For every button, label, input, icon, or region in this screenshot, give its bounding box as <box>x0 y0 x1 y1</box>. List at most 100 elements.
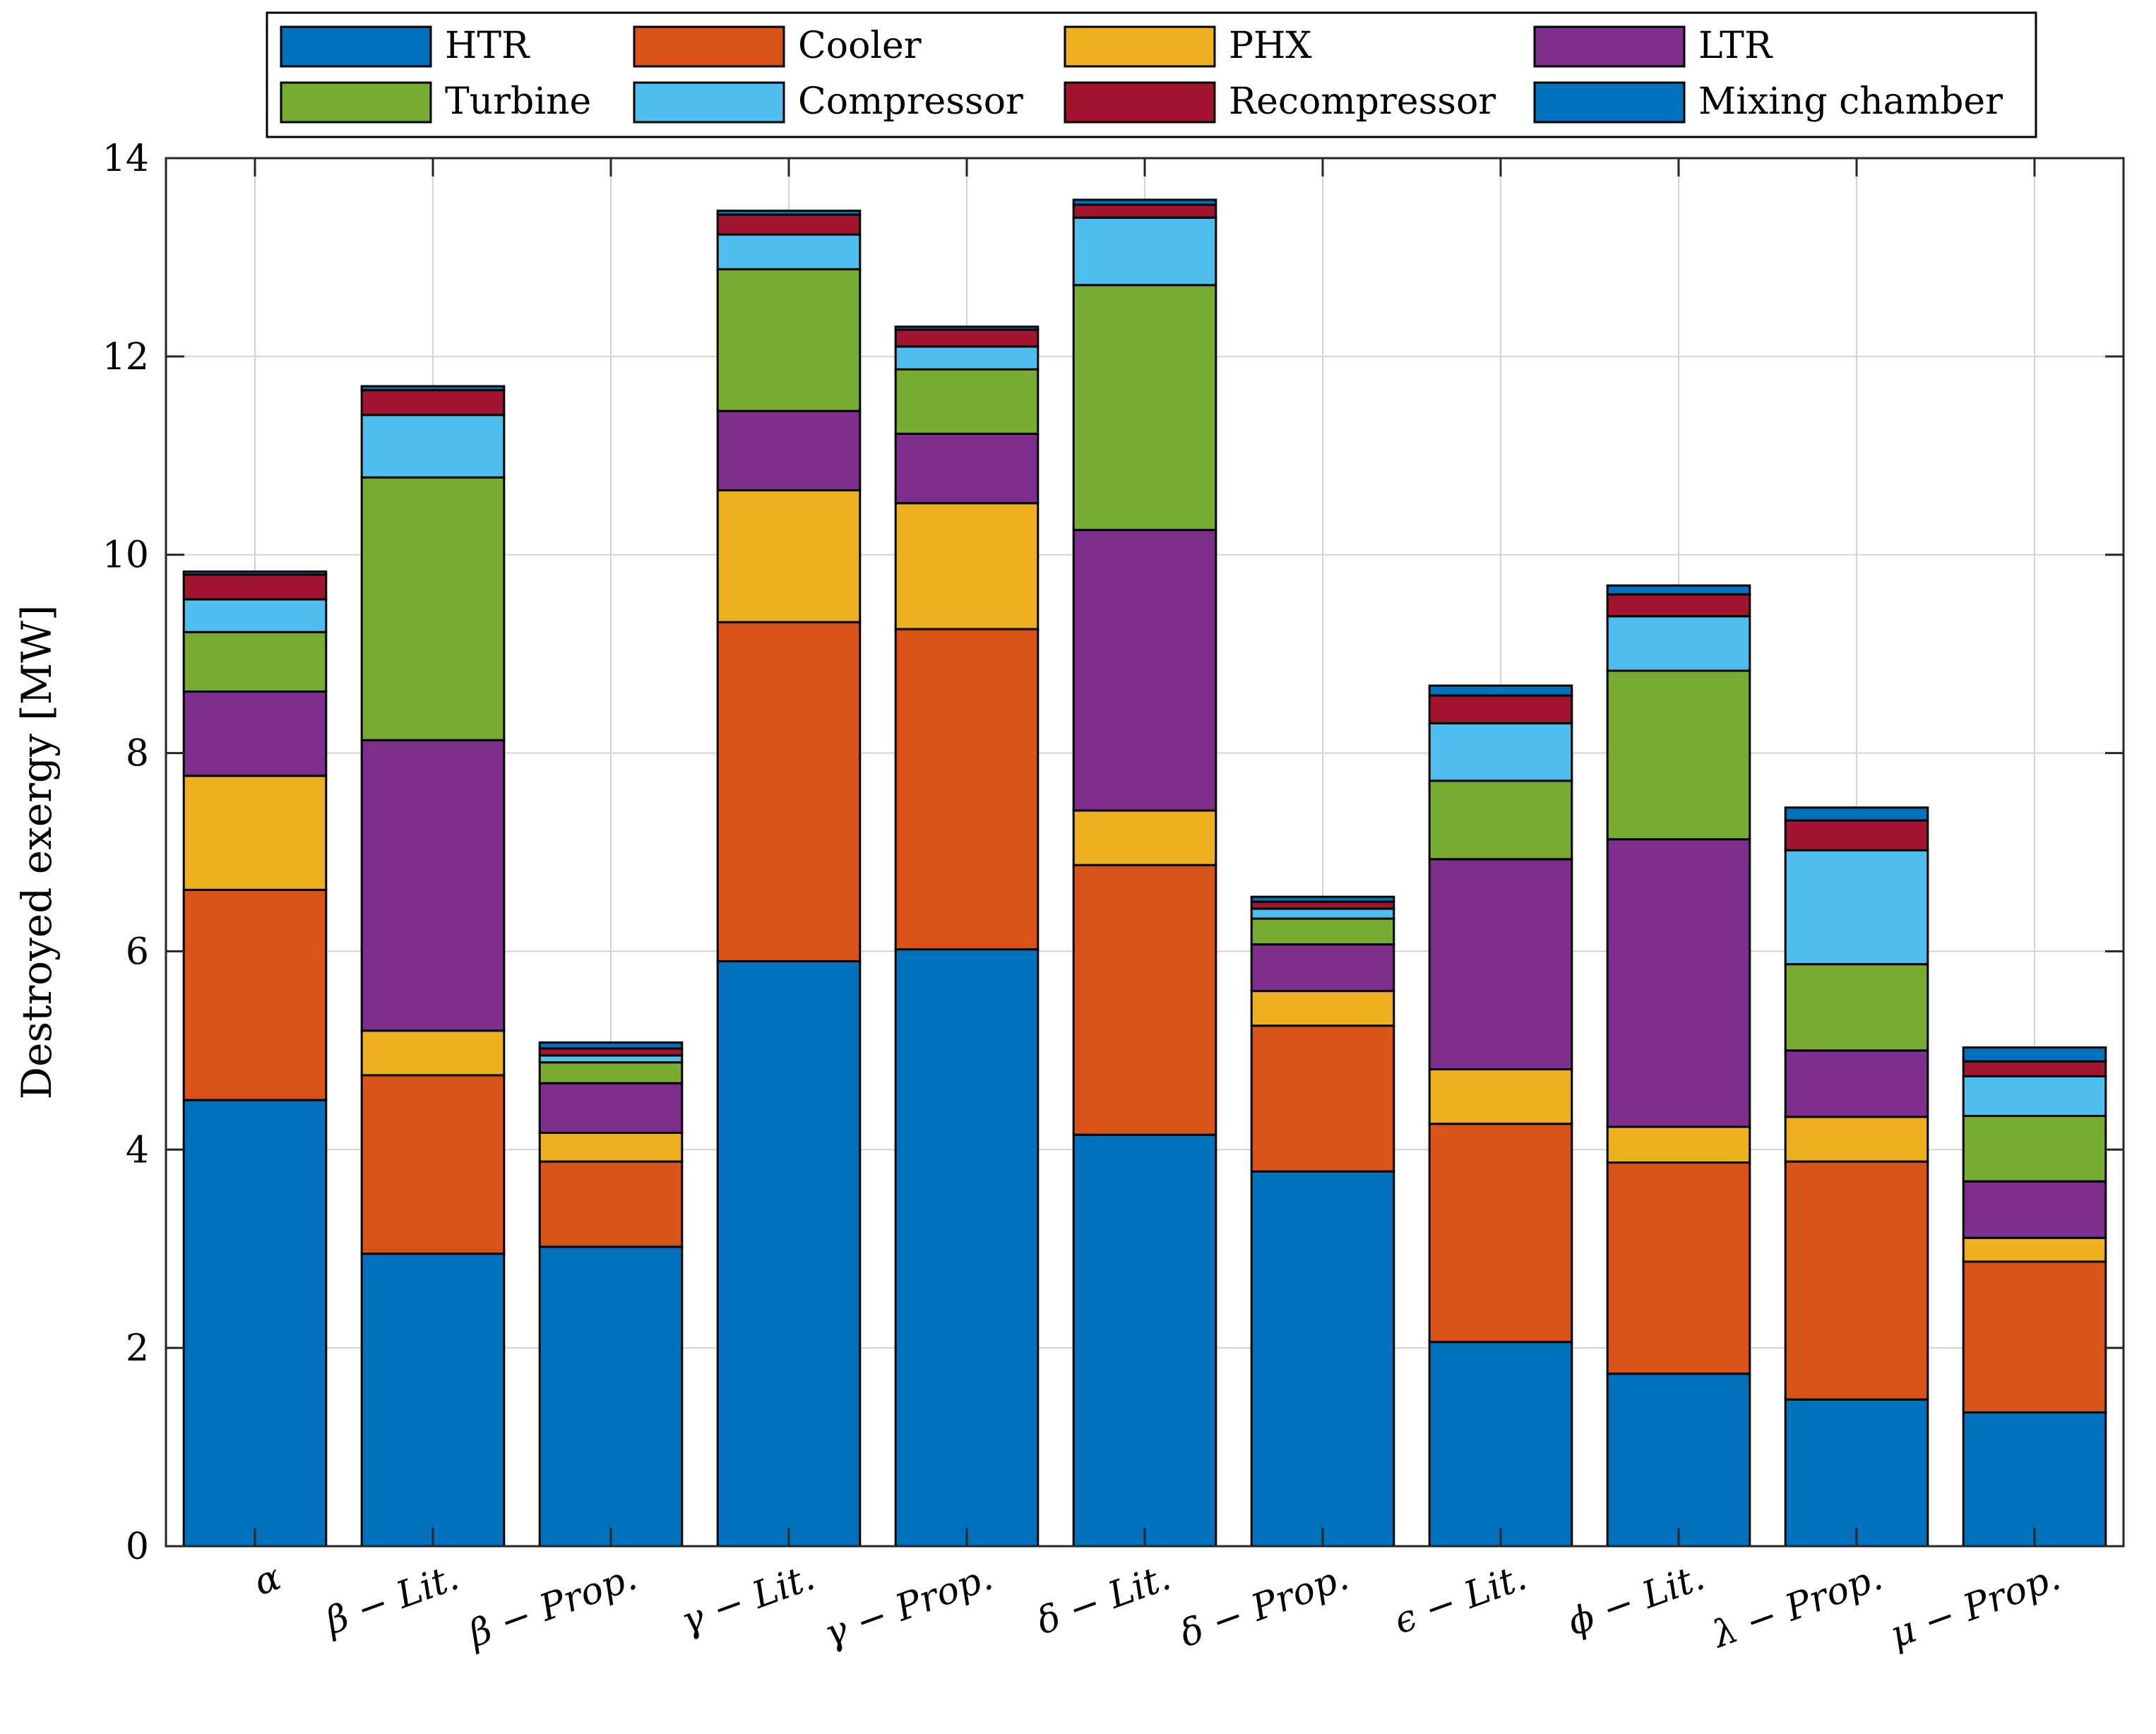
bar-segment-ltr <box>1428 858 1573 1071</box>
y-tick-label: 14 <box>102 138 149 180</box>
legend-swatch <box>1533 81 1686 124</box>
bar-segment-cooler <box>360 1074 506 1255</box>
bar-segment-cooler <box>716 621 862 962</box>
bar-segment-compressor <box>716 233 862 270</box>
bar-segment-htr <box>1606 1373 1751 1548</box>
bar-segment-compressor <box>360 414 506 479</box>
bar-segment-turbine <box>1428 779 1573 861</box>
legend-item: Compressor <box>633 80 1023 124</box>
bar-segment-phx <box>1784 1116 1929 1163</box>
bar-segment-ltr <box>1606 838 1751 1128</box>
bar-segment-mixing-chamber <box>894 325 1040 331</box>
bar-segment-cooler <box>1962 1260 2107 1413</box>
bar-segment-mixing-chamber <box>1606 584 1751 596</box>
bar-segment-phx <box>538 1131 684 1163</box>
bar-segment-phx <box>1250 990 1395 1027</box>
bar-segment-phx <box>360 1029 506 1077</box>
y-tick-label: 6 <box>126 931 149 973</box>
x-tick-label: β − Prop. <box>462 1556 642 1656</box>
bar-segment-cooler <box>1784 1160 1929 1401</box>
legend: HTR Cooler PHX LTR Turbine Compressor Recompre… <box>266 11 2037 138</box>
bar-segment-ltr <box>894 432 1040 505</box>
legend-item: LTR <box>1533 25 1773 68</box>
bar-segment-mixing-chamber <box>716 209 862 216</box>
bar-segment-recompressor <box>894 328 1040 348</box>
y-axis-label: Destroyed exergy [MW] <box>13 605 61 1100</box>
bar-segment-htr <box>360 1252 506 1548</box>
legend-swatch <box>633 25 785 68</box>
bar-segment-htr <box>1428 1341 1573 1548</box>
x-tick-label: β − Lit. <box>319 1556 465 1644</box>
y-tick-label: 10 <box>102 534 149 577</box>
x-tick-label: δ − Lit. <box>1031 1556 1176 1644</box>
bar-segment-ltr <box>1784 1049 1929 1118</box>
legend-item: Recompressor <box>1064 80 1496 124</box>
bar-segment-phx <box>716 489 862 623</box>
bar-segment-ltr <box>1072 529 1217 812</box>
bar-segment-turbine <box>1606 669 1751 841</box>
bar-segment-phx <box>182 775 328 891</box>
legend-swatch <box>1064 25 1216 68</box>
bar-segment-htr <box>1784 1398 1929 1548</box>
y-tick-label: 8 <box>126 733 149 775</box>
legend-label: Mixing chamber <box>1698 80 2003 123</box>
x-tick-label: ϵ − Lit. <box>1388 1556 1532 1643</box>
legend-label: Recompressor <box>1229 80 1496 123</box>
legend-swatch <box>1064 81 1216 124</box>
bar-segment-mixing-chamber <box>360 385 506 392</box>
bar-segment-htr <box>1962 1411 2107 1548</box>
legend-swatch <box>633 81 785 124</box>
bar-segment-htr <box>1072 1133 1217 1548</box>
bar-segment-compressor <box>894 345 1040 371</box>
bar-segment-htr <box>182 1099 328 1548</box>
bar-segment-recompressor <box>1962 1060 2107 1077</box>
bar-segment-ltr <box>1962 1180 2107 1239</box>
y-tick-label: 0 <box>126 1526 149 1568</box>
bar-segment-turbine <box>1250 917 1395 946</box>
bar-segment-cooler <box>1072 863 1217 1136</box>
legend-item: HTR <box>280 25 530 68</box>
x-tick-label: γ − Lit. <box>675 1556 820 1644</box>
x-tick-label: δ − Prop. <box>1174 1556 1354 1656</box>
bar-segment-ltr <box>1250 943 1395 993</box>
bar-segment-ltr <box>538 1082 684 1134</box>
x-tick-label: ϕ − Lit. <box>1562 1556 1710 1644</box>
bar-segment-recompressor <box>1606 593 1751 618</box>
bar-segment-turbine <box>1072 284 1217 532</box>
bar-segment-cooler <box>1428 1123 1573 1344</box>
bar-segment-mixing-chamber <box>1428 684 1573 697</box>
bar-segment-phx <box>894 502 1040 630</box>
y-tick-label: 12 <box>102 336 149 378</box>
bar-segment-recompressor <box>1784 819 1929 851</box>
bar-segment-compressor <box>1606 615 1751 672</box>
legend-label: Turbine <box>445 80 591 123</box>
bar-segment-turbine <box>1784 963 1929 1052</box>
x-tick-label: α <box>249 1556 287 1604</box>
bar-segment-htr <box>1250 1170 1395 1548</box>
legend-label: PHX <box>1229 25 1311 67</box>
bar-segment-mixing-chamber <box>1962 1046 2107 1063</box>
bar-segment-cooler <box>182 888 328 1101</box>
legend-item: Mixing chamber <box>1533 80 2003 124</box>
bar-segment-htr <box>894 948 1040 1548</box>
x-tick-label: γ − Prop. <box>818 1556 998 1656</box>
bar-segment-phx <box>1962 1236 2107 1263</box>
bar-segment-recompressor <box>182 573 328 601</box>
bar-segment-mixing-chamber <box>1072 198 1217 206</box>
bar-segment-compressor <box>1428 722 1573 782</box>
legend-item: PHX <box>1064 25 1311 68</box>
bar-segment-turbine <box>716 268 862 412</box>
bar-segment-mixing-chamber <box>538 1041 684 1050</box>
y-tick-label: 2 <box>126 1327 149 1370</box>
bar-segment-cooler <box>538 1160 684 1248</box>
bar-segment-cooler <box>1250 1024 1395 1173</box>
bar-segment-phx <box>1428 1068 1573 1125</box>
bar-segment-recompressor <box>360 389 506 417</box>
bar-segment-compressor <box>1072 216 1217 287</box>
bar-segment-turbine <box>538 1061 684 1084</box>
legend-swatch <box>280 25 432 68</box>
bar-segment-htr <box>716 959 862 1548</box>
bar-segment-turbine <box>894 368 1040 435</box>
x-tick-label: μ − Prop. <box>1885 1556 2066 1656</box>
